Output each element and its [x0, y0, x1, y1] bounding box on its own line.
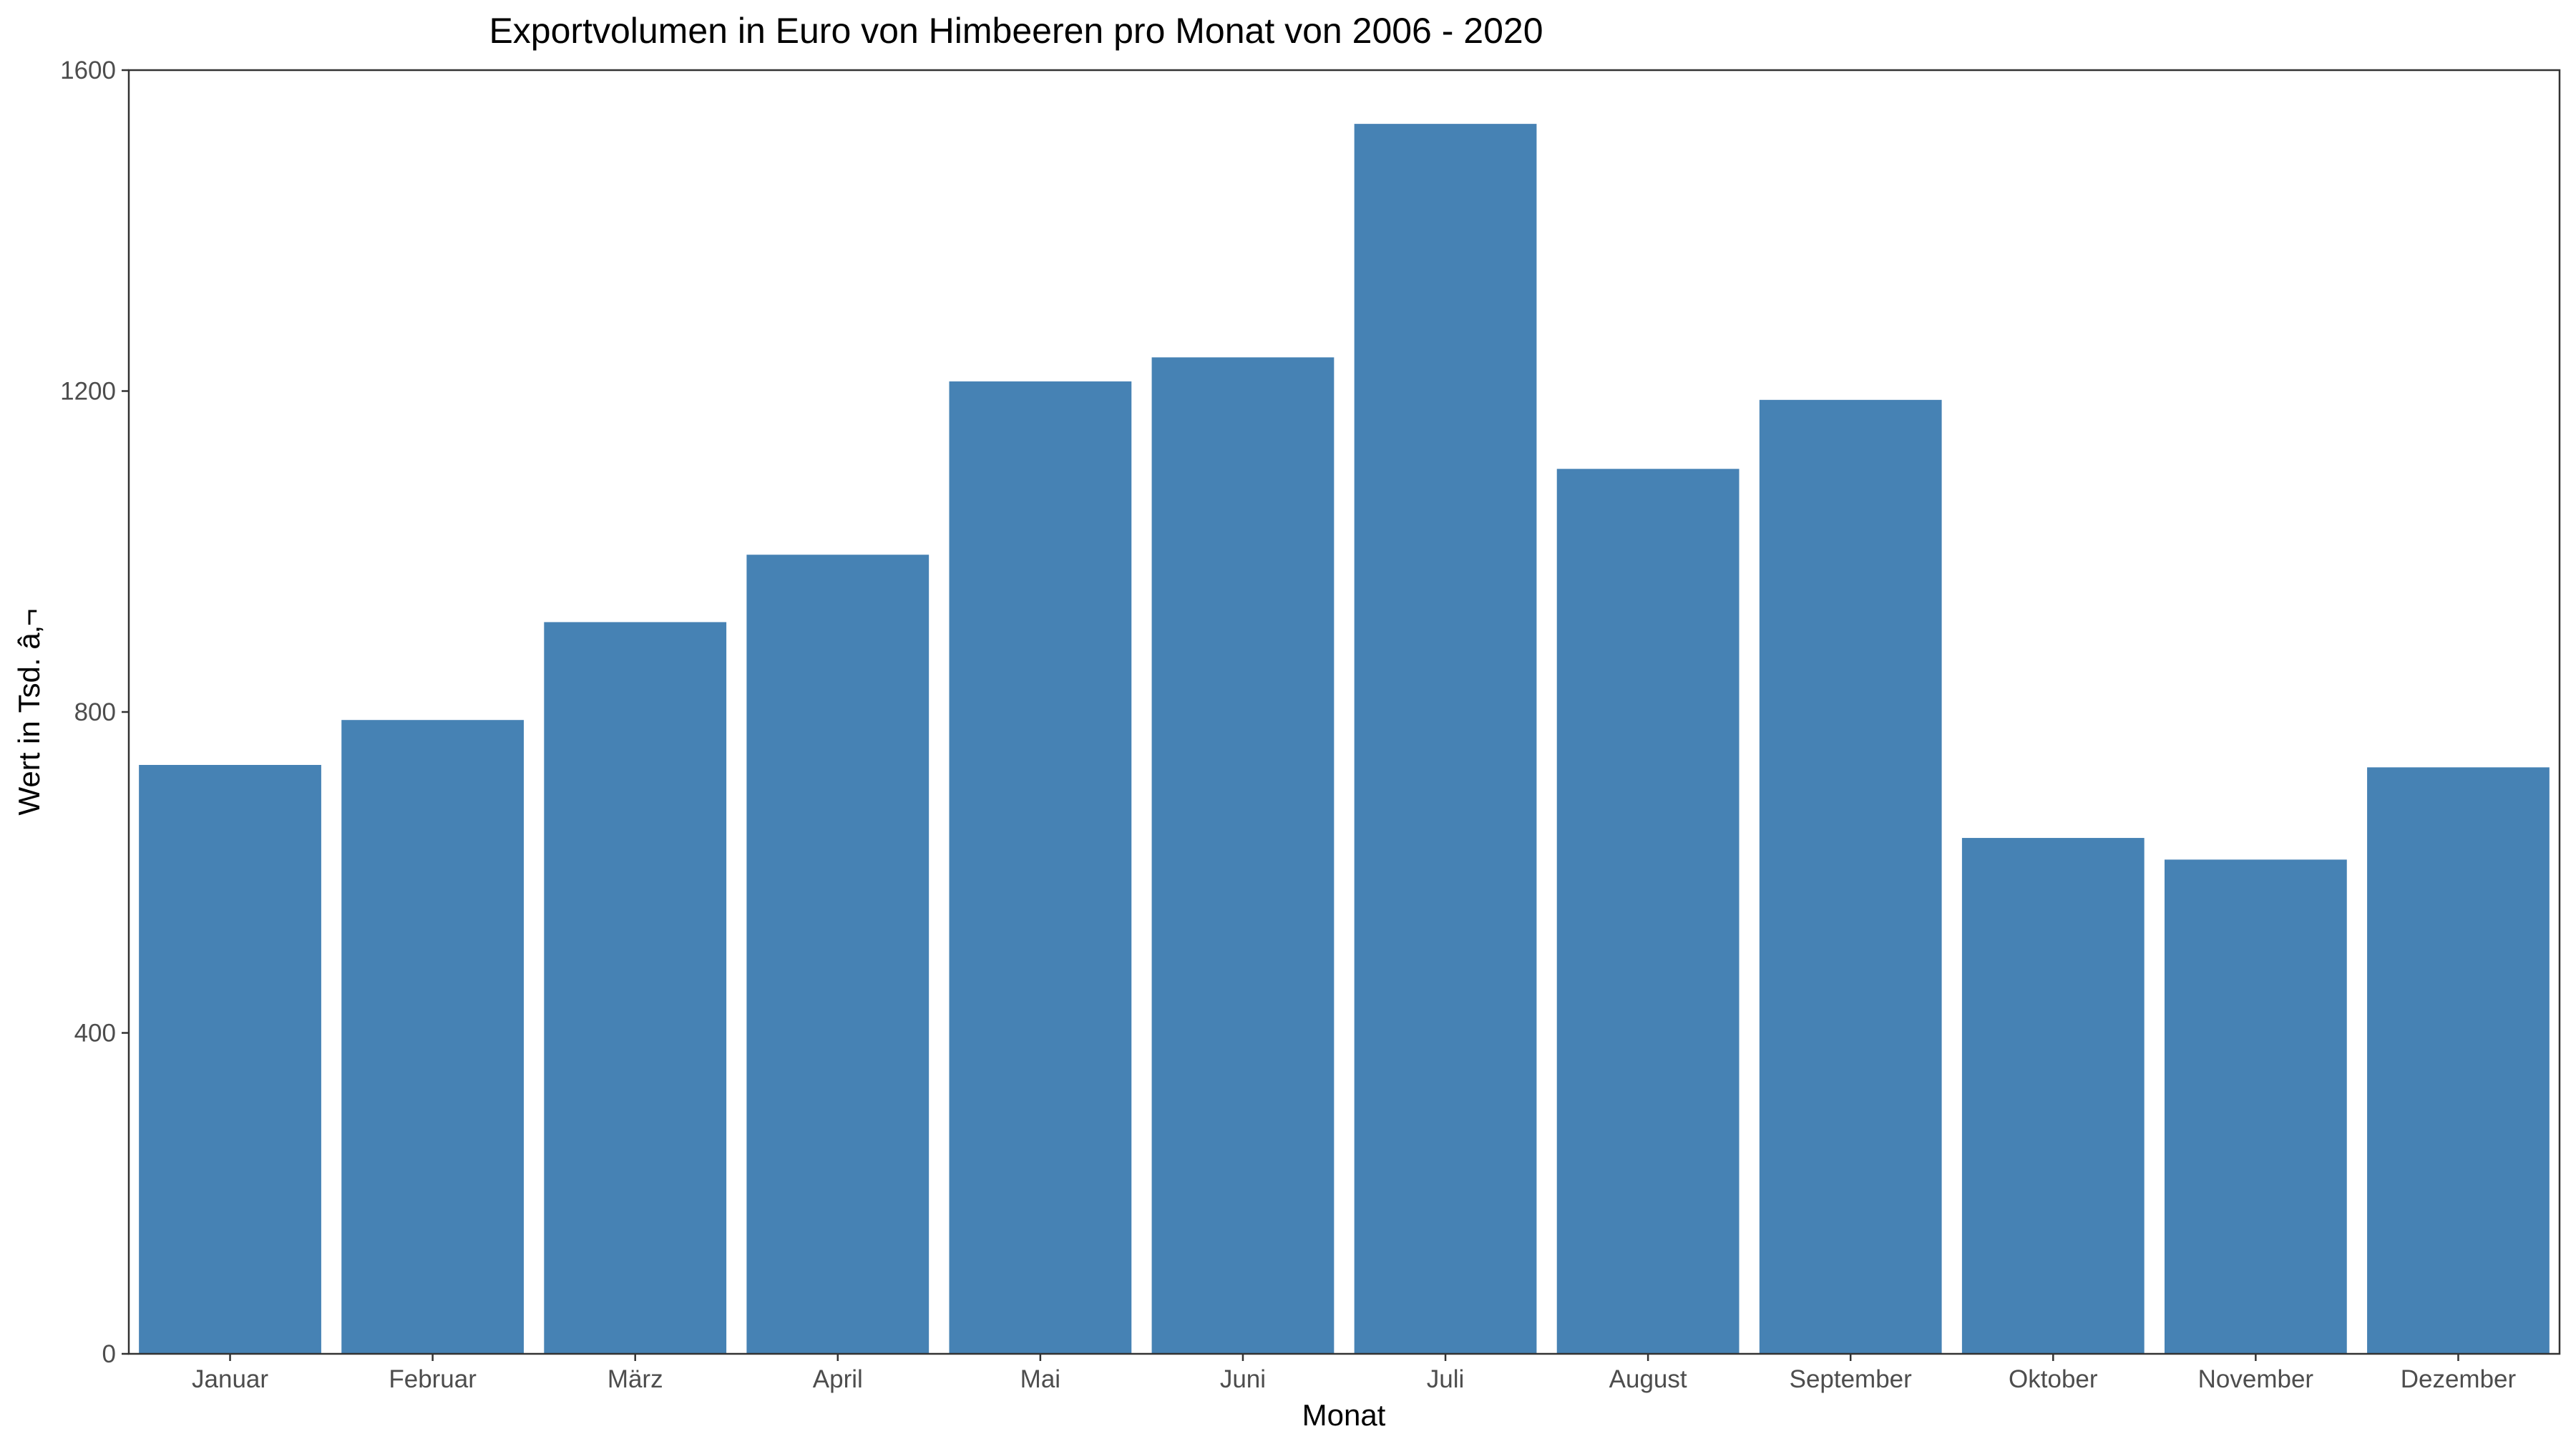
bar-märz — [544, 622, 727, 1354]
x-tick-label: April — [813, 1365, 863, 1393]
bar-dezember — [2367, 767, 2550, 1354]
bar-oktober — [1961, 838, 2145, 1354]
bar-august — [1556, 469, 1740, 1354]
x-tick-label: Januar — [192, 1365, 268, 1393]
y-axis-title: Wert in Tsd. â‚¬ — [12, 608, 46, 815]
x-axis-title: Monat — [1302, 1398, 1386, 1432]
y-tick-label: 400 — [74, 1020, 116, 1048]
bar-januar — [139, 765, 321, 1354]
bar-november — [2164, 859, 2347, 1354]
bar-september — [1759, 399, 1942, 1354]
x-axis-ticks: Januar Februar März April Mai Juni Juli August S… — [192, 1354, 2517, 1393]
x-tick-label: Juli — [1427, 1365, 1465, 1393]
x-tick-label: Februar — [389, 1365, 477, 1393]
y-tick-label: 0 — [102, 1340, 116, 1368]
x-tick-label: Mai — [1020, 1365, 1060, 1393]
bar-april — [746, 555, 930, 1354]
x-tick-label: August — [1609, 1365, 1687, 1393]
plot-panel-border — [127, 69, 2561, 1355]
x-tick-label: September — [1790, 1365, 1913, 1393]
y-axis-ticks: 0 400 800 1200 1600 — [60, 57, 129, 1368]
y-tick-label: 1200 — [60, 378, 116, 406]
x-tick-label: Dezember — [2401, 1365, 2517, 1393]
y-tick-label: 1600 — [60, 57, 116, 84]
bars-group — [139, 124, 2550, 1354]
bar-juni — [1151, 357, 1335, 1354]
y-tick-label: 800 — [74, 698, 116, 726]
x-tick-label: Oktober — [2009, 1365, 2098, 1393]
x-tick-label: November — [2198, 1365, 2314, 1393]
bar-mai — [949, 381, 1132, 1354]
bar-februar — [341, 720, 525, 1354]
x-tick-label: März — [608, 1365, 663, 1393]
bar-juli — [1354, 124, 1537, 1354]
chart-title: Exportvolumen in Euro von Himbeeren pro … — [489, 11, 1543, 51]
x-tick-label: Juni — [1220, 1365, 1266, 1393]
